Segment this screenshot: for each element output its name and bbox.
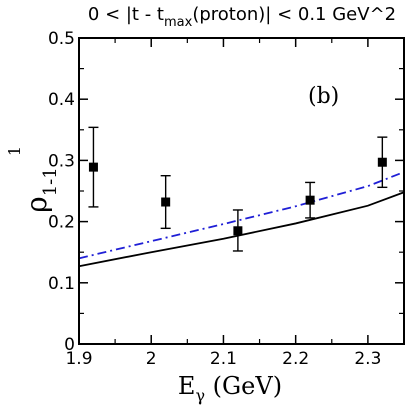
- data-points: [88, 126, 388, 252]
- data-point-marker: [88, 162, 98, 172]
- model-lines: [78, 171, 405, 268]
- x-axis-label-sub: γ: [195, 386, 205, 405]
- x-axis-label-rest: (GeV): [205, 372, 282, 400]
- solid-model-line: [78, 191, 405, 268]
- y-axis-label: ρ1-1: [20, 167, 61, 212]
- y-axis-label-sup: 1: [5, 146, 24, 156]
- plot-frame: [78, 37, 405, 345]
- title-subscript: max: [164, 15, 193, 30]
- panel-label: (b): [308, 84, 339, 109]
- chart-title: 0 < |t - tmax(proton)| < 0.1 GeV^2: [88, 4, 396, 30]
- y-tick-label: 0.4: [48, 90, 75, 110]
- y-axis-label-sub: 1-1: [40, 167, 61, 196]
- dash-dot-model-line: [78, 171, 405, 260]
- x-tick-label: 1.9: [65, 349, 92, 369]
- title-suffix: (proton)| < 0.1 GeV^2: [192, 4, 396, 25]
- x-tick-label: 2.2: [282, 349, 309, 369]
- x-tick-label: 2.3: [354, 349, 381, 369]
- x-axis-label-main: E: [178, 372, 196, 400]
- ticks: 1.9 2 2.1 2.2 2.3 0 0.1 0.2 0.3 0.4 0.5: [48, 29, 404, 369]
- y-axis-label-main: ρ: [20, 196, 53, 212]
- x-tick-label: 2.1: [210, 349, 237, 369]
- title-prefix: 0 < |t - t: [88, 4, 164, 25]
- data-point-marker: [377, 157, 387, 167]
- y-tick-label: 0.3: [48, 151, 75, 171]
- y-tick-label: 0: [64, 335, 75, 355]
- x-tick-label: 2: [146, 349, 157, 369]
- data-point-marker: [233, 226, 243, 236]
- y-tick-label: 0.5: [48, 29, 75, 49]
- data-point-marker: [161, 197, 171, 207]
- y-tick-label: 0.1: [48, 274, 75, 294]
- data-point-marker: [305, 195, 315, 205]
- x-axis-label: Eγ (GeV): [178, 372, 282, 405]
- y-tick-label: 0.2: [48, 213, 75, 233]
